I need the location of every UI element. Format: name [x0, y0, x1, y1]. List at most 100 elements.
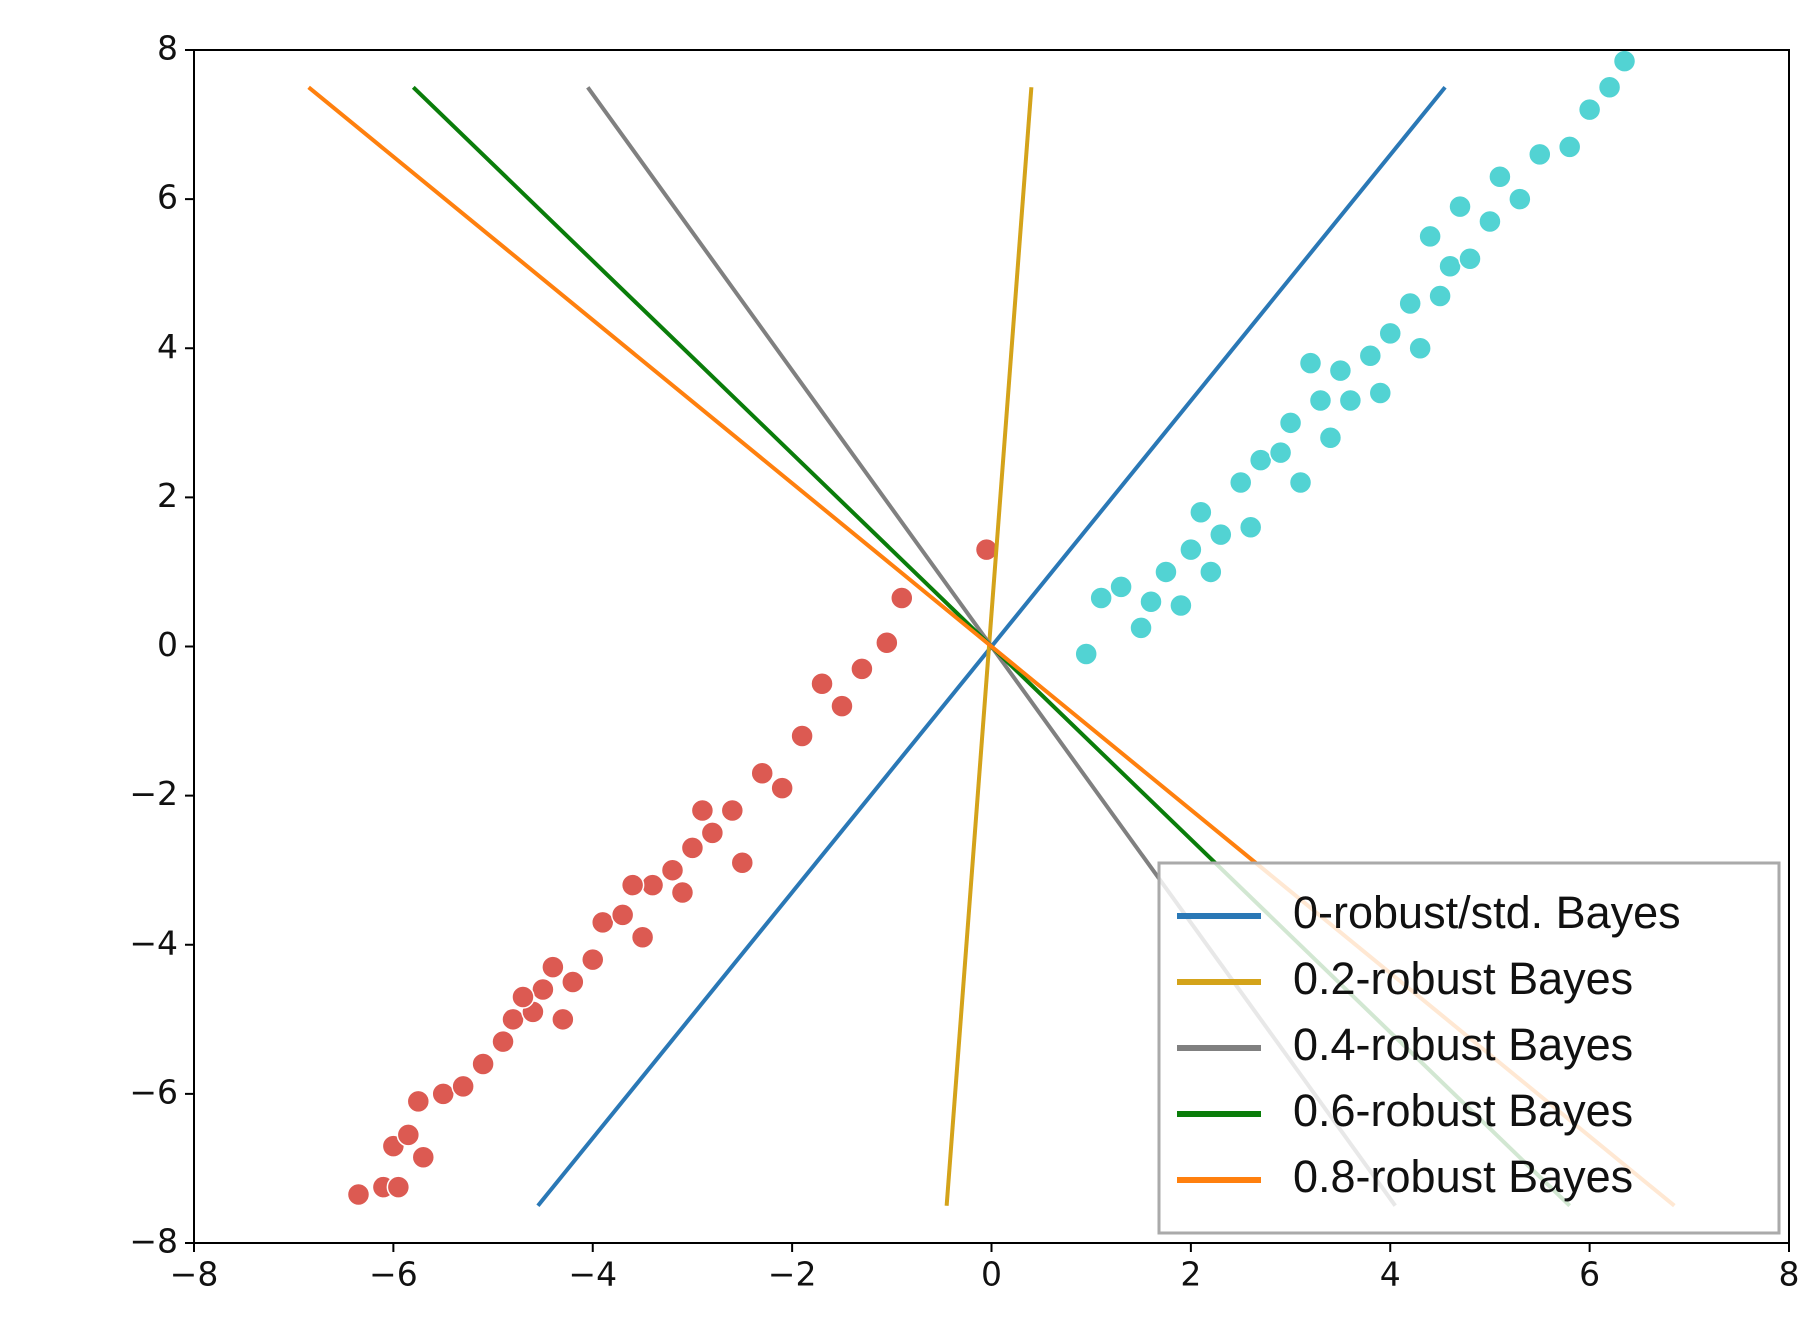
- scatter-point: [1298, 351, 1323, 375]
- scatter-point: [1478, 209, 1502, 234]
- scatter-point: [700, 821, 725, 845]
- scatter-point: [670, 880, 695, 905]
- scatter-point: [875, 631, 899, 655]
- scatter-point: [850, 657, 874, 681]
- scatter-point: [501, 1007, 525, 1032]
- x-tick-label: 4: [1380, 1255, 1401, 1294]
- scatter-point: [386, 1175, 411, 1199]
- scatter-point: [1089, 586, 1113, 610]
- scatter-point: [346, 1182, 371, 1207]
- y-tick-label: 6: [157, 178, 178, 217]
- scatter-point: [1308, 388, 1333, 413]
- legend-label: 0.8-robust Bayes: [1293, 1151, 1633, 1202]
- y-tick-label: −2: [129, 774, 178, 813]
- scatter-point: [1179, 537, 1203, 562]
- scatter-point: [720, 798, 745, 823]
- scatter-point: [1612, 50, 1637, 73]
- scatter-point: [1154, 560, 1178, 584]
- plot-area: [307, 50, 1676, 1208]
- scatter-point: [1129, 616, 1153, 640]
- legend-label: 0.4-robust Bayes: [1293, 1019, 1633, 1070]
- x-tick-label: −8: [170, 1255, 219, 1294]
- scatter-point: [1248, 448, 1273, 472]
- scatter-point: [1268, 440, 1293, 465]
- scatter-point: [1338, 388, 1363, 413]
- scatter-point: [620, 873, 645, 897]
- scatter-point: [411, 1145, 436, 1170]
- scatter-point: [1557, 135, 1582, 159]
- y-tick-label: −4: [129, 923, 178, 962]
- scatter-point: [1074, 642, 1098, 666]
- scatter-point: [431, 1082, 455, 1106]
- scatter-point: [1428, 284, 1452, 308]
- scatter-point: [890, 586, 914, 610]
- scatter-point: [451, 1074, 475, 1099]
- scatter-point: [1508, 187, 1532, 211]
- legend-frame: [1157, 861, 1781, 1235]
- scatter-point: [1238, 515, 1263, 539]
- scatter-point: [1358, 343, 1383, 368]
- scatter-point: [1528, 142, 1552, 167]
- scatter-point: [770, 776, 794, 800]
- scatter-point: [830, 694, 854, 718]
- legend-label: 0.6-robust Bayes: [1293, 1085, 1633, 1136]
- y-tick-label: −6: [129, 1072, 178, 1111]
- scatter-point: [1418, 224, 1442, 249]
- scatter-point: [1228, 470, 1253, 495]
- scatter-point: [1209, 522, 1233, 547]
- scatter-point: [1169, 593, 1193, 618]
- x-tick-label: 2: [1180, 1255, 1201, 1294]
- scatter-point: [1318, 425, 1343, 450]
- x-tick-label: −6: [369, 1255, 418, 1294]
- x-tick-label: 8: [1779, 1255, 1800, 1294]
- scatter-point: [1438, 254, 1462, 278]
- scatter-point: [1288, 470, 1313, 495]
- scatter-point: [750, 761, 774, 786]
- legend-label: 0.2-robust Bayes: [1293, 953, 1633, 1004]
- scatter-point: [1597, 75, 1622, 100]
- scatter-point: [1139, 590, 1163, 614]
- x-tick-label: −4: [568, 1255, 617, 1294]
- scatter-point: [581, 947, 605, 972]
- scatter-point: [1109, 575, 1133, 599]
- scatter-point: [1378, 321, 1402, 346]
- scatter-point: [531, 977, 555, 1002]
- scatter-point: [590, 910, 615, 935]
- scatter-point: [1328, 358, 1353, 383]
- scatter-point: [730, 850, 755, 875]
- x-tick-label: 6: [1579, 1255, 1600, 1294]
- y-tick-label: 4: [157, 327, 178, 366]
- scatter-point: [690, 798, 715, 823]
- scatter-point: [1278, 411, 1303, 435]
- scatter-point: [396, 1123, 421, 1147]
- legend-label: 0-robust/std. Bayes: [1293, 887, 1681, 938]
- scatter-point: [471, 1052, 495, 1076]
- y-tick-label: −8: [129, 1222, 178, 1261]
- scatter-point: [1189, 500, 1213, 525]
- scatter-point: [541, 955, 565, 979]
- y-tick-label: 0: [157, 625, 178, 664]
- scatter-point: [810, 672, 834, 696]
- scatter-point: [561, 970, 585, 994]
- x-tick-label: −2: [768, 1255, 817, 1294]
- x-tick-label: 0: [981, 1255, 1002, 1294]
- scatter-point: [610, 903, 635, 927]
- scatter-point: [511, 985, 535, 1009]
- legend: 0-robust/std. Bayes 0.2-robust Bayes 0.4-r…: [1157, 861, 1781, 1235]
- scatter-point: [1488, 165, 1512, 189]
- scatter-point: [1458, 247, 1482, 271]
- scatter-point: [640, 873, 665, 897]
- y-tick-label: 2: [157, 476, 178, 515]
- scatter-point: [1408, 336, 1432, 360]
- y-tick-label: 8: [157, 29, 178, 68]
- scatter-point: [1368, 381, 1393, 405]
- scatter-point: [551, 1007, 575, 1032]
- scatter-point: [680, 836, 705, 860]
- scatter-point: [406, 1089, 431, 1114]
- scatter-point: [790, 724, 814, 748]
- scatter-point: [491, 1029, 515, 1054]
- scatter-point: [1577, 97, 1602, 122]
- scatter-point: [1448, 194, 1472, 219]
- scatter-point: [1398, 291, 1422, 316]
